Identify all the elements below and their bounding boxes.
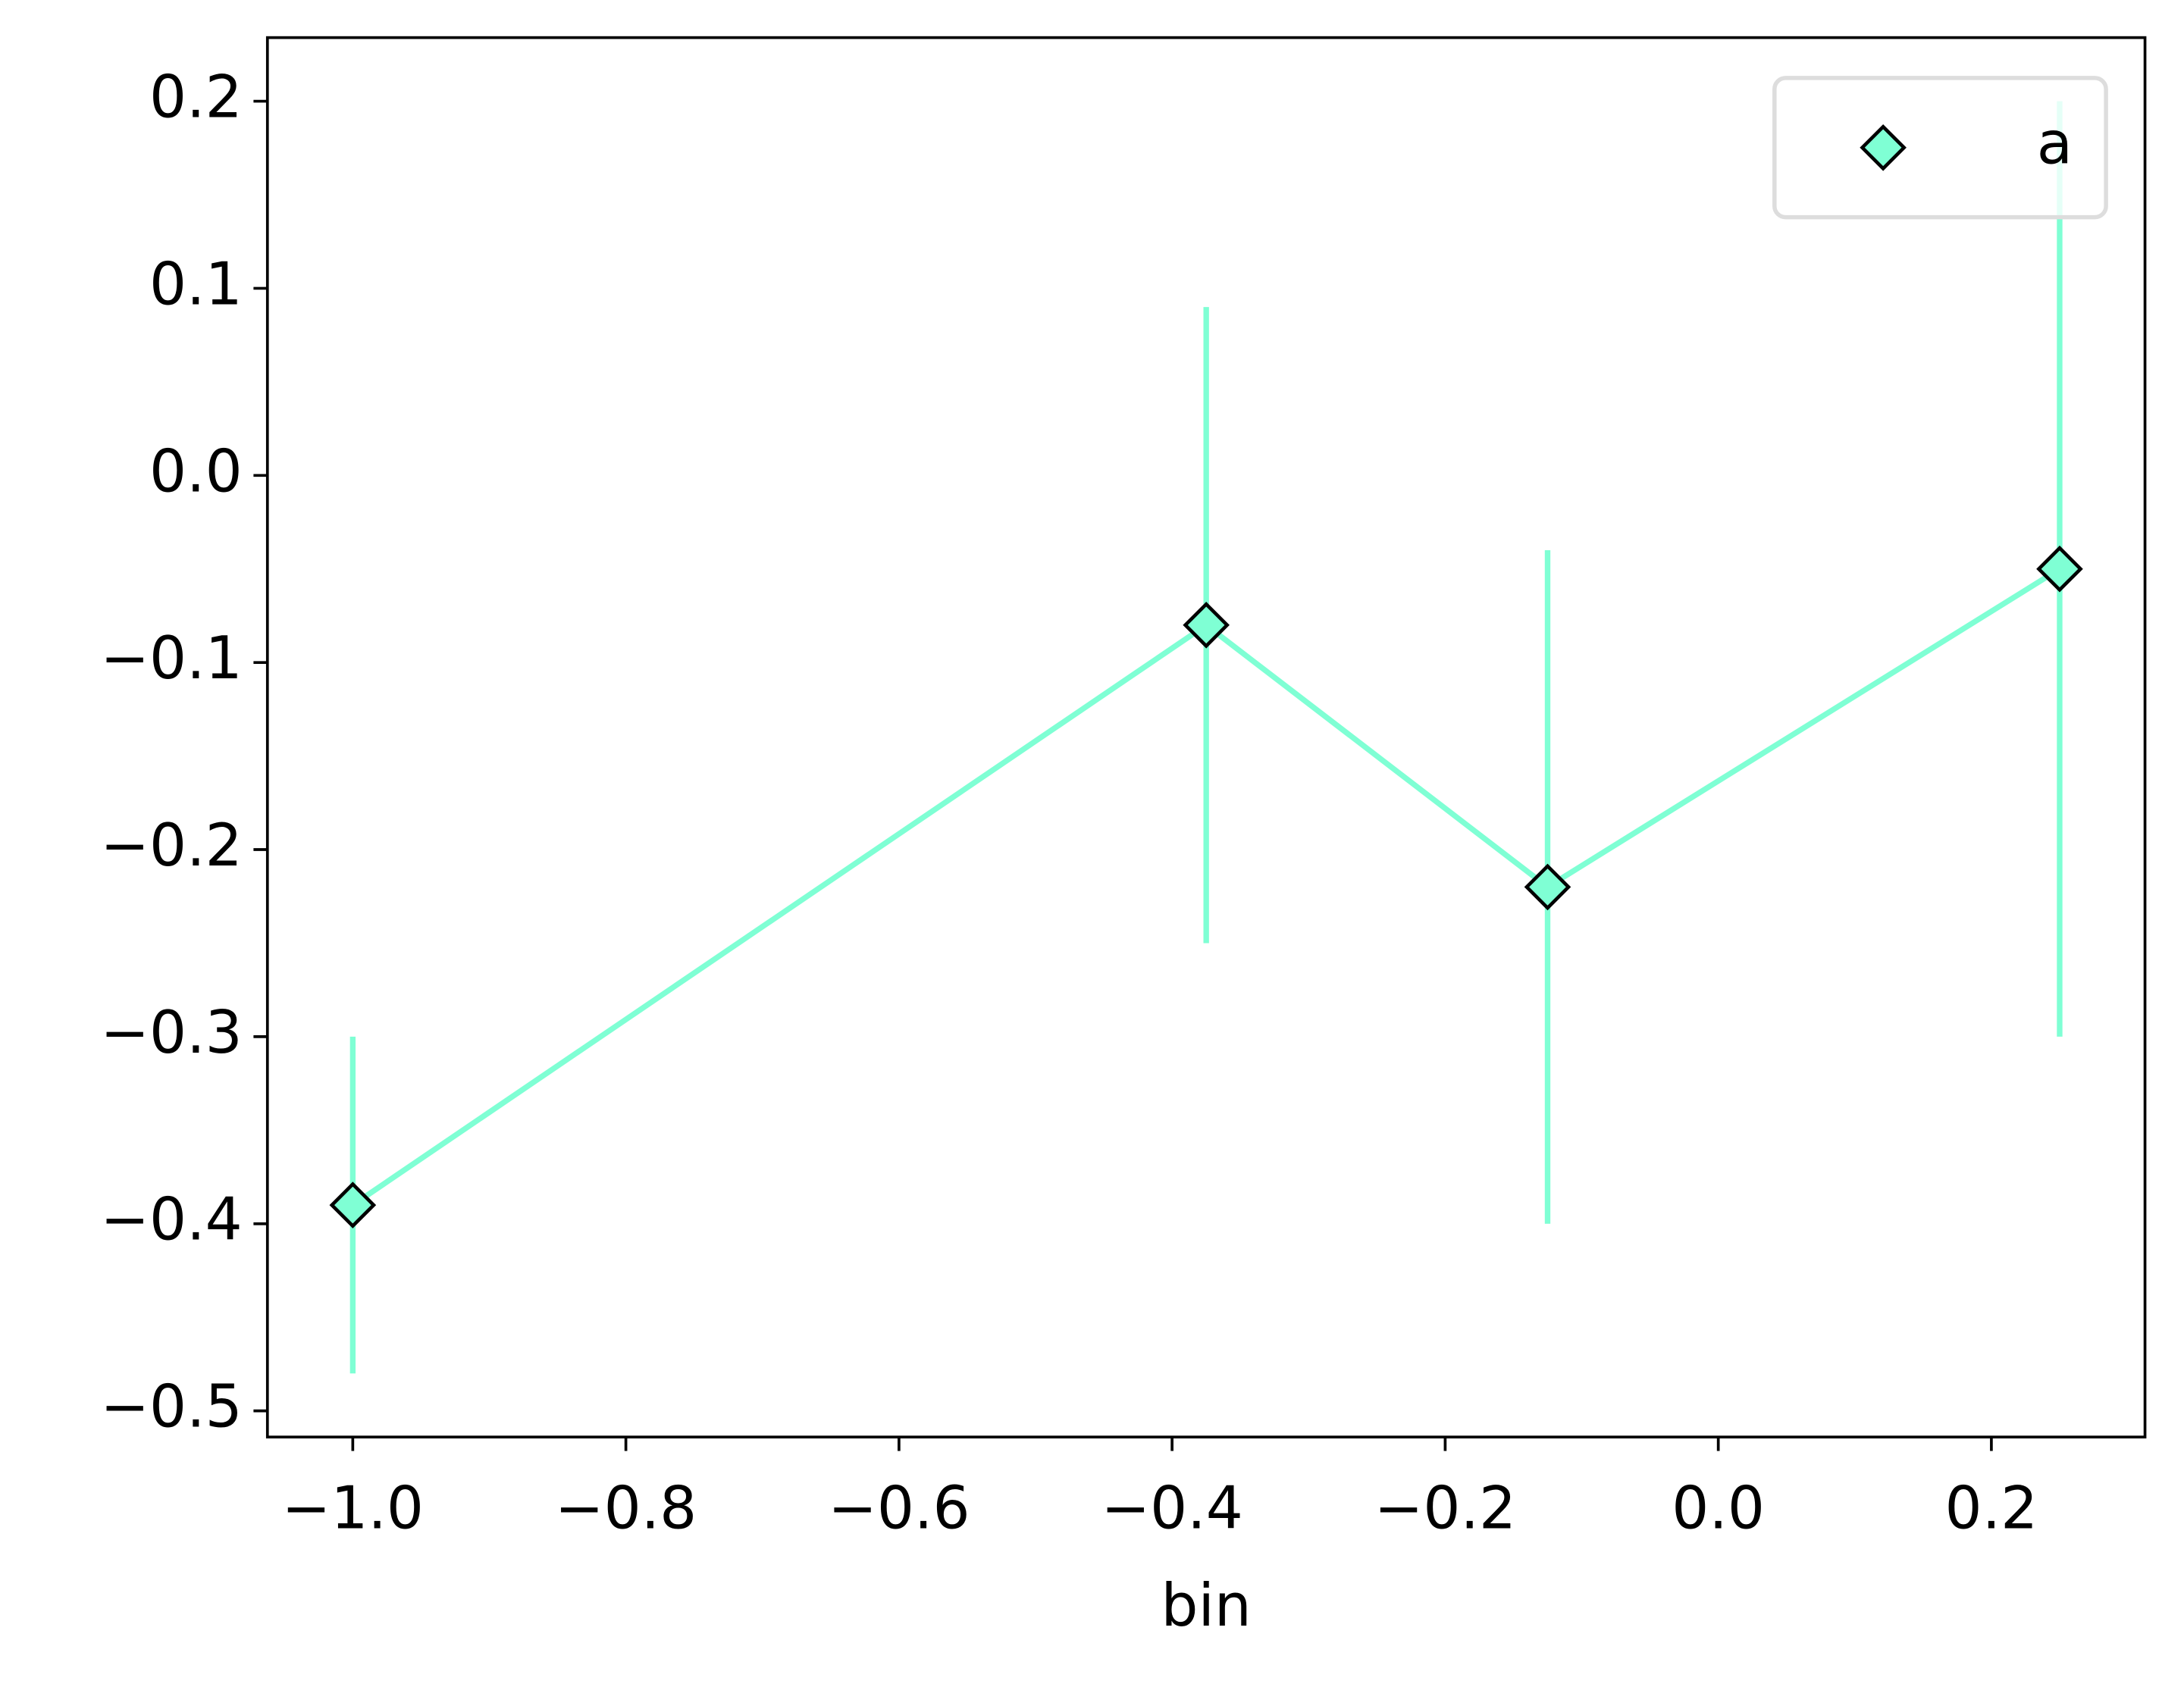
y-tick-label: 0.0 bbox=[149, 437, 243, 505]
x-tick-label: 0.0 bbox=[1672, 1474, 1765, 1542]
y-tick-label: −0.2 bbox=[100, 812, 242, 880]
plot-frame bbox=[265, 36, 2147, 1439]
x-tick-label: −0.4 bbox=[1101, 1474, 1242, 1542]
x-tick-label: −0.6 bbox=[828, 1474, 970, 1542]
x-tick-label: −0.2 bbox=[1374, 1474, 1516, 1542]
y-tick-label: −0.4 bbox=[100, 1186, 242, 1254]
point bbox=[2036, 545, 2083, 593]
series-line bbox=[351, 566, 2061, 1208]
legend-label: a bbox=[2037, 110, 2073, 178]
y-tick-label: −0.3 bbox=[100, 999, 242, 1067]
y-tick-label: 0.2 bbox=[149, 64, 243, 132]
point bbox=[1183, 601, 1230, 649]
x-tick-label: −0.8 bbox=[555, 1474, 697, 1542]
point bbox=[329, 1182, 377, 1228]
y-tick-label: −0.5 bbox=[100, 1373, 242, 1441]
legend-box bbox=[1772, 76, 2108, 220]
point bbox=[1524, 863, 1571, 911]
x-tick-label: −1.0 bbox=[282, 1474, 424, 1542]
y-tick-label: 0.1 bbox=[149, 250, 243, 318]
legend-marker bbox=[1860, 124, 1907, 171]
x-tick-label: 0.2 bbox=[1945, 1474, 2038, 1542]
y-tick-label: −0.1 bbox=[100, 624, 242, 693]
x-axis-label: bin bbox=[1161, 1572, 1252, 1640]
